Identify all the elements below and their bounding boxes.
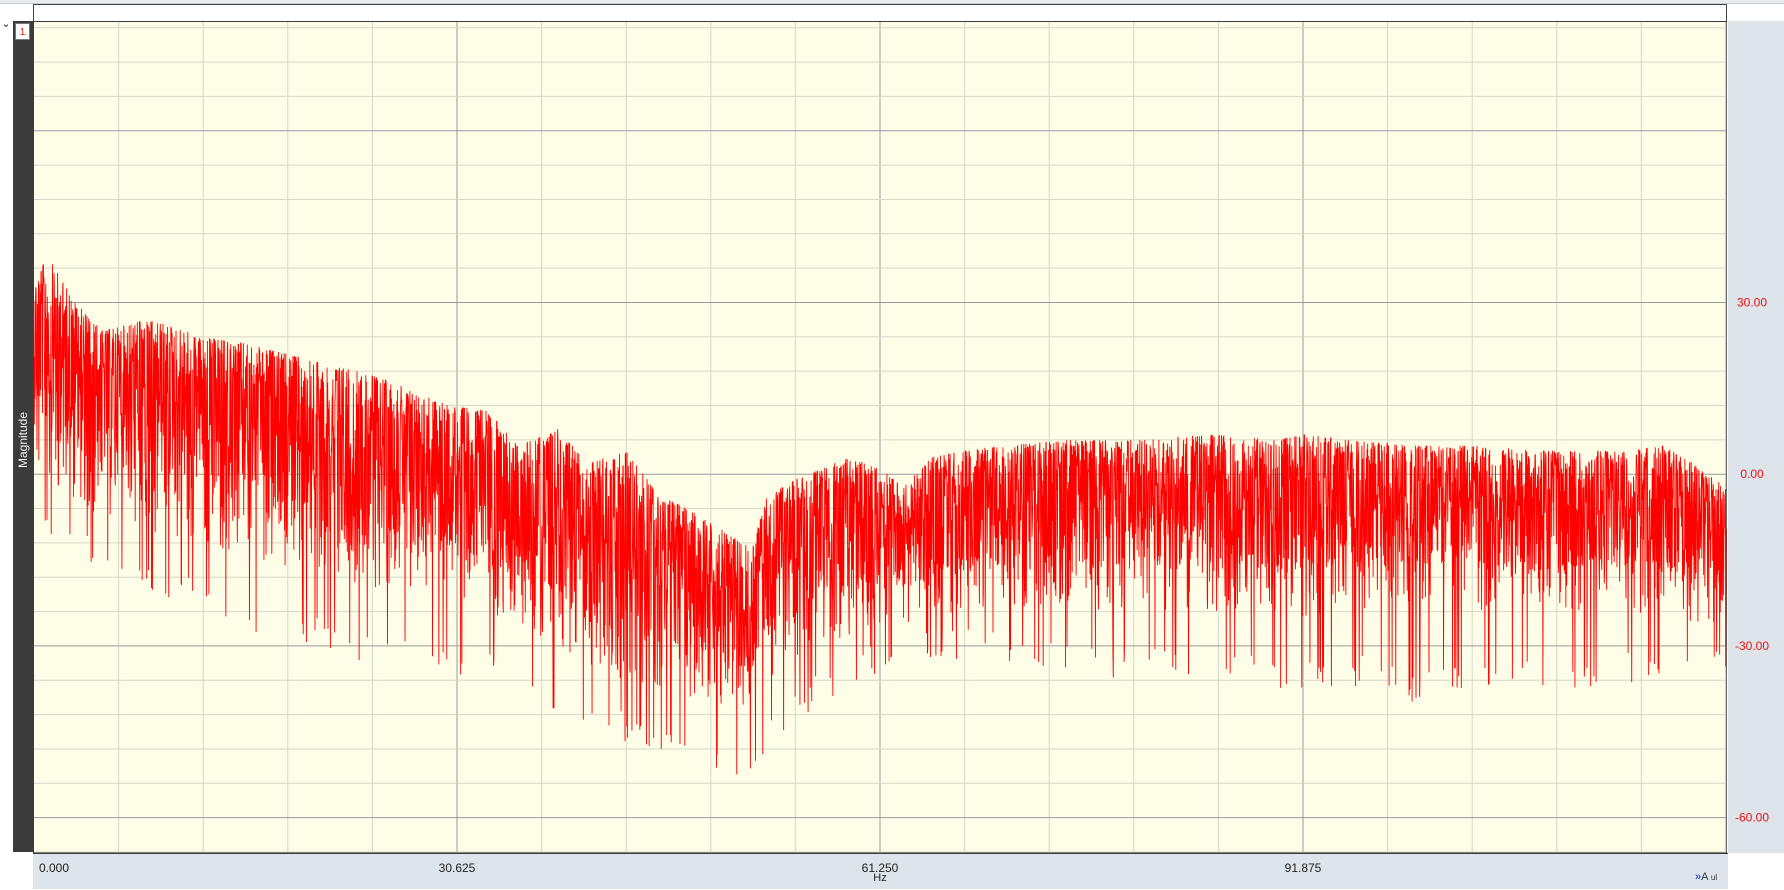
x-tick-label: 61.250 — [862, 861, 899, 875]
x-axis-label: Hz — [873, 872, 887, 884]
y-tick-label: 0.00 — [1740, 467, 1764, 481]
x-tick-label: 30.625 — [439, 861, 476, 875]
y-tick-label: 30.00 — [1737, 295, 1767, 309]
top-strip — [0, 0, 1784, 4]
channel-number-badge[interactable]: 1 — [15, 23, 30, 40]
x-tick-label: 91.875 — [1285, 861, 1322, 875]
autoscale-icon[interactable]: »A ul — [1695, 871, 1718, 883]
y-tick-label: -60.00 — [1735, 811, 1769, 825]
y-axis-label-bar — [13, 21, 33, 852]
magnitude-series-line — [33, 264, 1727, 775]
x-axis-scale-area — [33, 853, 1728, 889]
y-axis-scale-area — [1728, 21, 1784, 853]
x-tick-label: 0.000 — [39, 861, 69, 875]
collapse-chevron-icon[interactable]: ⌄ — [1, 18, 11, 30]
y-tick-label: -30.00 — [1735, 639, 1769, 653]
